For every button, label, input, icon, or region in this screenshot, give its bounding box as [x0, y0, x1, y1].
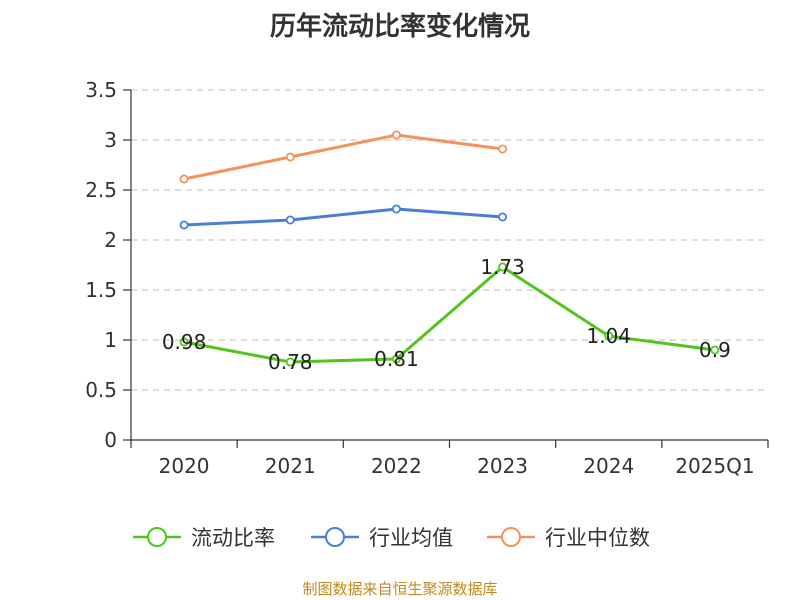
- data-point[interactable]: [285, 215, 295, 225]
- y-tick-label: 0: [104, 428, 117, 452]
- series-lines: [179, 130, 720, 367]
- data-label: 0.9: [699, 338, 731, 362]
- data-point[interactable]: [391, 354, 401, 364]
- series-line: [184, 207, 503, 227]
- legend[interactable]: 流动比率 行业均值 行业中位数: [133, 526, 650, 550]
- data-labels: 0.98 0.78 0.81 1.73 1.04 0.9: [162, 255, 731, 374]
- legend-item[interactable]: 流动比率: [133, 526, 275, 550]
- data-point[interactable]: [710, 345, 720, 355]
- x-tick-label: 2025Q1: [675, 454, 754, 478]
- data-label: 0.81: [374, 347, 419, 371]
- data-point[interactable]: [179, 174, 189, 184]
- x-tick-label: 2021: [265, 454, 316, 478]
- data-point[interactable]: [498, 262, 508, 272]
- y-tick-label: 1.5: [85, 278, 117, 302]
- y-tick-label: 1: [104, 328, 117, 352]
- data-point[interactable]: [391, 130, 401, 140]
- data-label: 1.73: [480, 255, 525, 279]
- data-point[interactable]: [285, 152, 295, 162]
- grid-lines: [131, 89, 768, 391]
- legend-marker: [147, 527, 167, 547]
- y-tick-label: 2: [104, 228, 117, 252]
- chart-title: 历年流动比率变化情况: [269, 12, 530, 42]
- source-note: 制图数据来自恒生聚源数据库: [302, 580, 498, 598]
- data-point[interactable]: [604, 331, 614, 341]
- data-label: 0.98: [162, 330, 207, 354]
- y-tick-label: 3: [104, 128, 117, 152]
- y-tick-label: 3.5: [85, 78, 117, 102]
- series-line: [183, 133, 503, 181]
- data-point[interactable]: [498, 144, 508, 154]
- data-point[interactable]: [179, 337, 189, 347]
- data-label: 0.78: [268, 350, 313, 374]
- data-label: 1.04: [586, 324, 631, 348]
- series-line: [183, 265, 716, 364]
- legend-label: 流动比率: [191, 526, 275, 550]
- data-point[interactable]: [285, 357, 295, 367]
- x-tick-label: 2022: [371, 454, 422, 478]
- data-point[interactable]: [391, 204, 401, 214]
- legend-item[interactable]: 行业均值: [311, 526, 453, 550]
- x-tick-label: 2020: [159, 454, 210, 478]
- legend-marker: [501, 527, 521, 547]
- axes: 0 0.5 1 1.5 2 2.5 3 3.5 2020 2021 2022 2023 2024 2025…: [85, 78, 769, 478]
- x-tick-label: 2023: [477, 454, 528, 478]
- legend-label: 行业均值: [369, 526, 453, 550]
- legend-marker: [325, 527, 345, 547]
- data-point[interactable]: [179, 220, 189, 230]
- y-tick-label: 0.5: [85, 378, 117, 402]
- legend-item[interactable]: 行业中位数: [487, 526, 650, 550]
- x-tick-label: 2024: [583, 454, 634, 478]
- legend-label: 行业中位数: [545, 526, 650, 550]
- y-tick-label: 2.5: [85, 178, 117, 202]
- data-point[interactable]: [498, 212, 508, 222]
